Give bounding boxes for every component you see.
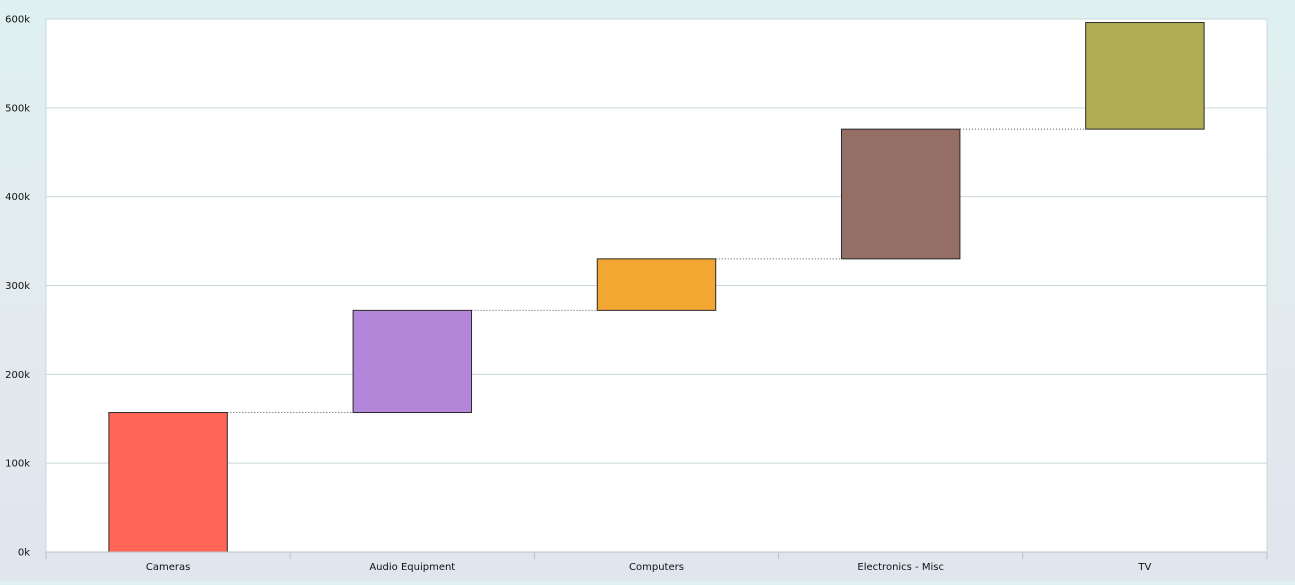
bars: [108, 22, 1205, 553]
y-tick-label: 100k: [5, 459, 30, 470]
y-axis-ticks: 0k 100k 200k 300k 400k 500k 600k: [5, 15, 30, 559]
x-tick-label: Audio Equipment: [369, 562, 455, 573]
y-tick-label: 200k: [5, 370, 30, 381]
x-tick-label: Cameras: [146, 562, 190, 573]
x-axis-ticks: Cameras Audio Equipment Computers Electroni…: [45, 552, 1268, 573]
y-tick-label: 500k: [5, 103, 30, 114]
bar-computers[interactable]: [596, 258, 717, 311]
gridlines: [46, 18, 1267, 464]
bar-cameras[interactable]: [108, 412, 228, 553]
y-tick-label: 0k: [18, 548, 30, 559]
y-tick-label: 400k: [5, 192, 30, 203]
bar-tv[interactable]: [1085, 22, 1205, 130]
x-tick-label: Electronics - Misc: [857, 562, 944, 573]
x-tick-label: Computers: [629, 562, 684, 573]
bar-audio-equipment[interactable]: [352, 309, 473, 414]
bar-electronics-misc[interactable]: [840, 128, 961, 260]
y-tick-label: 600k: [5, 15, 30, 26]
y-tick-label: 300k: [5, 281, 30, 292]
x-tick-label: TV: [1137, 562, 1151, 573]
